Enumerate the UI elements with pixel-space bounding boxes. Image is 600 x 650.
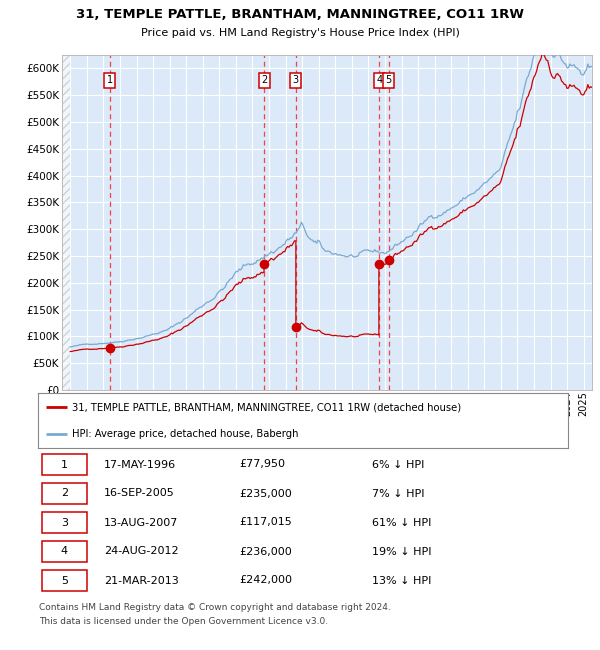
Text: £242,000: £242,000: [239, 575, 292, 586]
Text: 2: 2: [261, 75, 268, 85]
Text: 4: 4: [61, 547, 68, 556]
Text: 1: 1: [61, 460, 68, 469]
Text: 3: 3: [293, 75, 299, 85]
Text: HPI: Average price, detached house, Babergh: HPI: Average price, detached house, Babe…: [73, 429, 299, 439]
Text: Contains HM Land Registry data © Crown copyright and database right 2024.: Contains HM Land Registry data © Crown c…: [39, 603, 391, 612]
Text: 4: 4: [376, 75, 382, 85]
Text: £117,015: £117,015: [239, 517, 292, 528]
Text: 6% ↓ HPI: 6% ↓ HPI: [372, 460, 424, 469]
FancyBboxPatch shape: [42, 541, 87, 562]
Text: 3: 3: [61, 517, 68, 528]
FancyBboxPatch shape: [42, 483, 87, 504]
Text: £235,000: £235,000: [239, 489, 292, 499]
Text: £77,950: £77,950: [239, 460, 286, 469]
Text: 7% ↓ HPI: 7% ↓ HPI: [372, 489, 424, 499]
Text: 31, TEMPLE PATTLE, BRANTHAM, MANNINGTREE, CO11 1RW (detached house): 31, TEMPLE PATTLE, BRANTHAM, MANNINGTREE…: [73, 402, 461, 412]
Text: 21-MAR-2013: 21-MAR-2013: [104, 575, 179, 586]
FancyBboxPatch shape: [42, 512, 87, 533]
Text: £236,000: £236,000: [239, 547, 292, 556]
Text: 5: 5: [385, 75, 392, 85]
Text: 17-MAY-1996: 17-MAY-1996: [104, 460, 176, 469]
Text: 16-SEP-2005: 16-SEP-2005: [104, 489, 175, 499]
Text: 61% ↓ HPI: 61% ↓ HPI: [372, 517, 431, 528]
Text: 1: 1: [106, 75, 113, 85]
Text: 5: 5: [61, 575, 68, 586]
Text: 2: 2: [61, 489, 68, 499]
Text: Price paid vs. HM Land Registry's House Price Index (HPI): Price paid vs. HM Land Registry's House …: [140, 28, 460, 38]
Text: This data is licensed under the Open Government Licence v3.0.: This data is licensed under the Open Gov…: [39, 617, 328, 626]
Text: 31, TEMPLE PATTLE, BRANTHAM, MANNINGTREE, CO11 1RW: 31, TEMPLE PATTLE, BRANTHAM, MANNINGTREE…: [76, 8, 524, 21]
FancyBboxPatch shape: [42, 570, 87, 591]
Text: 24-AUG-2012: 24-AUG-2012: [104, 547, 179, 556]
Text: 19% ↓ HPI: 19% ↓ HPI: [372, 547, 431, 556]
FancyBboxPatch shape: [42, 454, 87, 475]
Text: 13% ↓ HPI: 13% ↓ HPI: [372, 575, 431, 586]
Text: 13-AUG-2007: 13-AUG-2007: [104, 517, 179, 528]
